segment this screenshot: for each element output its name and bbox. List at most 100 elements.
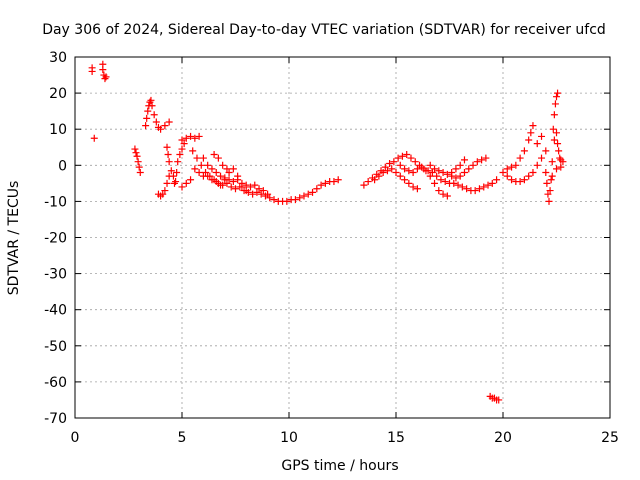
- data-point: [407, 154, 415, 162]
- data-point: [545, 197, 553, 205]
- data-point: [435, 187, 443, 195]
- data-point: [403, 150, 411, 158]
- data-point: [131, 145, 139, 153]
- data-point: [360, 181, 368, 189]
- y-tick-label: -10: [44, 194, 67, 210]
- data-point: [99, 66, 107, 74]
- data-point: [163, 179, 171, 187]
- data-point: [172, 178, 180, 186]
- data-point: [553, 129, 560, 137]
- data-point: [549, 125, 557, 133]
- data-point: [195, 132, 203, 140]
- data-point: [557, 163, 565, 171]
- y-tick-label: 20: [49, 86, 67, 102]
- data-point: [163, 143, 171, 151]
- data-point: [554, 89, 562, 97]
- data-point: [242, 187, 250, 195]
- data-point: [133, 152, 141, 160]
- data-point: [193, 154, 201, 162]
- data-point: [452, 165, 460, 173]
- data-point: [559, 158, 567, 166]
- data-point: [150, 111, 158, 119]
- data-point: [147, 96, 155, 104]
- data-point: [516, 178, 524, 186]
- x-tick-label: 0: [71, 430, 80, 446]
- data-point: [411, 158, 419, 166]
- data-point: [533, 161, 541, 169]
- data-point: [556, 154, 564, 162]
- data-point: [214, 154, 222, 162]
- data-point: [132, 149, 140, 157]
- data-point: [463, 185, 471, 193]
- data-point: [428, 169, 436, 177]
- data-point: [548, 158, 556, 166]
- y-axis-ticks: 30 20 10 0 -10 -20 -30 -40 -50 -60 -70: [44, 50, 610, 427]
- data-point: [165, 118, 173, 126]
- data-point: [394, 154, 402, 162]
- data-point: [426, 161, 434, 169]
- data-point: [512, 161, 520, 169]
- data-point: [161, 122, 169, 130]
- data-point: [321, 179, 329, 187]
- data-point: [189, 147, 197, 155]
- data-point: [529, 122, 537, 130]
- data-point: [458, 183, 466, 191]
- data-point: [251, 181, 259, 189]
- data-point: [456, 161, 464, 169]
- x-tick-label: 25: [601, 430, 619, 446]
- data-point: [159, 190, 167, 198]
- data-point: [520, 147, 528, 155]
- data-point: [433, 172, 441, 180]
- data-point: [525, 172, 533, 180]
- data-point: [161, 187, 169, 195]
- data-point: [401, 176, 409, 184]
- data-point: [465, 165, 473, 173]
- data-point: [405, 167, 413, 175]
- data-point: [375, 172, 383, 180]
- data-point: [460, 169, 468, 177]
- data-point: [259, 187, 267, 195]
- data-point: [441, 178, 449, 186]
- data-point: [443, 192, 451, 200]
- y-tick-label: -70: [44, 411, 67, 427]
- data-point: [334, 176, 342, 184]
- data-point: [538, 132, 546, 140]
- data-point: [405, 179, 413, 187]
- data-point: [392, 169, 400, 177]
- data-point: [173, 169, 181, 177]
- data-point: [135, 163, 143, 171]
- data-point: [300, 192, 308, 200]
- y-axis-title: SDTVAR / TECUs: [6, 181, 22, 296]
- data-point: [396, 172, 404, 180]
- data-point: [142, 122, 150, 130]
- data-point: [553, 165, 560, 173]
- series-evening-band: [360, 150, 503, 404]
- x-axis-title: GPS time / hours: [281, 458, 398, 474]
- data-point: [413, 165, 421, 173]
- data-point: [195, 169, 203, 177]
- data-point: [210, 150, 218, 158]
- x-tick-label: 20: [494, 430, 512, 446]
- data-point: [471, 187, 479, 195]
- data-point: [542, 169, 550, 177]
- data-point: [246, 183, 254, 191]
- grid-lines: [75, 57, 610, 418]
- data-point: [495, 396, 503, 404]
- data-point: [136, 169, 144, 177]
- y-tick-label: -40: [44, 303, 67, 319]
- y-tick-label: 30: [49, 50, 67, 66]
- data-point: [409, 169, 417, 177]
- data-point: [533, 140, 541, 148]
- y-tick-label: 10: [49, 122, 67, 138]
- data-point: [313, 185, 321, 193]
- data-point: [144, 107, 152, 115]
- data-point: [371, 176, 379, 184]
- x-tick-label: 5: [178, 430, 187, 446]
- data-point: [330, 178, 338, 186]
- data-point: [386, 159, 394, 167]
- data-point: [217, 172, 225, 180]
- data-point: [176, 150, 184, 158]
- data-point: [437, 176, 445, 184]
- data-point: [102, 73, 110, 81]
- data-point: [482, 154, 490, 162]
